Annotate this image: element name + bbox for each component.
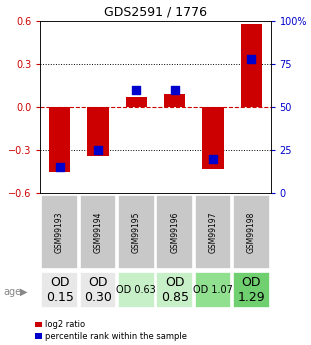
- Bar: [80, 272, 116, 308]
- Point: [134, 87, 139, 92]
- Point: [172, 87, 177, 92]
- Point: [57, 165, 62, 170]
- Text: GSM99194: GSM99194: [94, 211, 102, 253]
- Text: OD
0.15: OD 0.15: [46, 276, 73, 304]
- Bar: [164, 94, 185, 107]
- Point: [211, 156, 216, 161]
- Text: OD 1.07: OD 1.07: [193, 285, 233, 295]
- Text: OD
1.29: OD 1.29: [238, 276, 265, 304]
- Bar: [118, 272, 155, 308]
- Text: GSM99197: GSM99197: [209, 211, 217, 253]
- Bar: [195, 272, 231, 308]
- Bar: [41, 195, 78, 269]
- Bar: [41, 272, 78, 308]
- Bar: [156, 272, 193, 308]
- Bar: [49, 107, 70, 171]
- Bar: [195, 195, 231, 269]
- Text: age: age: [3, 287, 21, 296]
- Bar: [233, 272, 270, 308]
- Text: GSM99196: GSM99196: [170, 211, 179, 253]
- Text: OD 0.63: OD 0.63: [116, 285, 156, 295]
- Text: GSM99195: GSM99195: [132, 211, 141, 253]
- Bar: [202, 107, 224, 169]
- Bar: [126, 97, 147, 107]
- Bar: [156, 195, 193, 269]
- Text: OD
0.30: OD 0.30: [84, 276, 112, 304]
- Text: OD
0.85: OD 0.85: [161, 276, 189, 304]
- Point: [95, 147, 100, 153]
- Bar: [233, 195, 270, 269]
- Bar: [80, 195, 116, 269]
- Point: [249, 56, 254, 61]
- Bar: [118, 195, 155, 269]
- Title: GDS2591 / 1776: GDS2591 / 1776: [104, 5, 207, 18]
- Text: ▶: ▶: [20, 287, 28, 296]
- Legend: log2 ratio, percentile rank within the sample: log2 ratio, percentile rank within the s…: [35, 321, 187, 341]
- Bar: [241, 23, 262, 107]
- Bar: [87, 107, 109, 156]
- Text: GSM99193: GSM99193: [55, 211, 64, 253]
- Text: GSM99198: GSM99198: [247, 211, 256, 253]
